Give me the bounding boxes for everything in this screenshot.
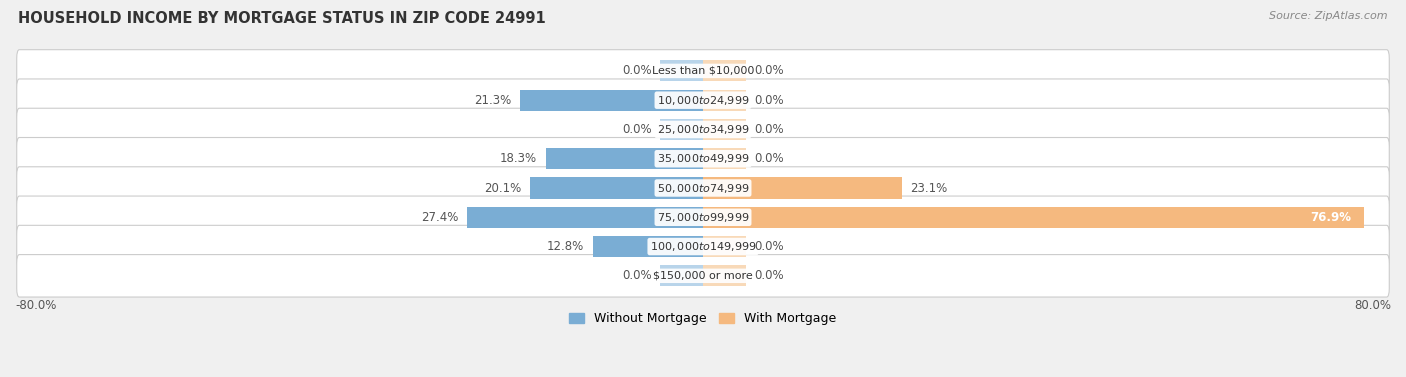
Text: 21.3%: 21.3% bbox=[474, 94, 512, 107]
Text: 0.0%: 0.0% bbox=[755, 94, 785, 107]
Text: $25,000 to $34,999: $25,000 to $34,999 bbox=[657, 123, 749, 136]
Bar bbox=[703, 265, 747, 287]
Text: 12.8%: 12.8% bbox=[547, 240, 585, 253]
Bar bbox=[593, 236, 703, 257]
FancyBboxPatch shape bbox=[17, 108, 1389, 151]
Bar bbox=[659, 60, 703, 81]
Bar bbox=[520, 90, 703, 111]
FancyBboxPatch shape bbox=[17, 225, 1389, 268]
Text: 0.0%: 0.0% bbox=[755, 123, 785, 136]
Text: $100,000 to $149,999: $100,000 to $149,999 bbox=[650, 240, 756, 253]
Text: 0.0%: 0.0% bbox=[621, 123, 651, 136]
Text: Less than $10,000: Less than $10,000 bbox=[652, 66, 754, 76]
Bar bbox=[703, 119, 747, 140]
Bar bbox=[546, 148, 703, 169]
Text: HOUSEHOLD INCOME BY MORTGAGE STATUS IN ZIP CODE 24991: HOUSEHOLD INCOME BY MORTGAGE STATUS IN Z… bbox=[18, 11, 546, 26]
Text: 0.0%: 0.0% bbox=[621, 269, 651, 282]
Bar bbox=[703, 236, 747, 257]
Text: 0.0%: 0.0% bbox=[755, 152, 785, 165]
Text: 18.3%: 18.3% bbox=[501, 152, 537, 165]
Bar bbox=[659, 119, 703, 140]
Text: $10,000 to $24,999: $10,000 to $24,999 bbox=[657, 94, 749, 107]
Bar bbox=[703, 178, 901, 199]
Text: 0.0%: 0.0% bbox=[755, 240, 785, 253]
Bar bbox=[703, 90, 747, 111]
Text: 0.0%: 0.0% bbox=[755, 64, 785, 77]
Text: -80.0%: -80.0% bbox=[15, 299, 56, 312]
Text: 80.0%: 80.0% bbox=[1354, 299, 1391, 312]
Bar bbox=[703, 148, 747, 169]
Text: 27.4%: 27.4% bbox=[422, 211, 458, 224]
FancyBboxPatch shape bbox=[17, 167, 1389, 209]
Bar bbox=[703, 207, 1364, 228]
FancyBboxPatch shape bbox=[17, 196, 1389, 239]
Text: $35,000 to $49,999: $35,000 to $49,999 bbox=[657, 152, 749, 165]
Text: $150,000 or more: $150,000 or more bbox=[654, 271, 752, 281]
Bar bbox=[659, 265, 703, 287]
Text: $75,000 to $99,999: $75,000 to $99,999 bbox=[657, 211, 749, 224]
Text: 0.0%: 0.0% bbox=[621, 64, 651, 77]
Text: 23.1%: 23.1% bbox=[910, 181, 948, 195]
FancyBboxPatch shape bbox=[17, 254, 1389, 297]
Bar bbox=[530, 178, 703, 199]
Text: $50,000 to $74,999: $50,000 to $74,999 bbox=[657, 181, 749, 195]
Legend: Without Mortgage, With Mortgage: Without Mortgage, With Mortgage bbox=[564, 307, 842, 330]
Text: Source: ZipAtlas.com: Source: ZipAtlas.com bbox=[1270, 11, 1388, 21]
Text: 0.0%: 0.0% bbox=[755, 269, 785, 282]
Bar bbox=[467, 207, 703, 228]
FancyBboxPatch shape bbox=[17, 50, 1389, 92]
Text: 20.1%: 20.1% bbox=[484, 181, 522, 195]
FancyBboxPatch shape bbox=[17, 79, 1389, 121]
Text: 76.9%: 76.9% bbox=[1310, 211, 1351, 224]
Bar bbox=[703, 60, 747, 81]
FancyBboxPatch shape bbox=[17, 138, 1389, 180]
